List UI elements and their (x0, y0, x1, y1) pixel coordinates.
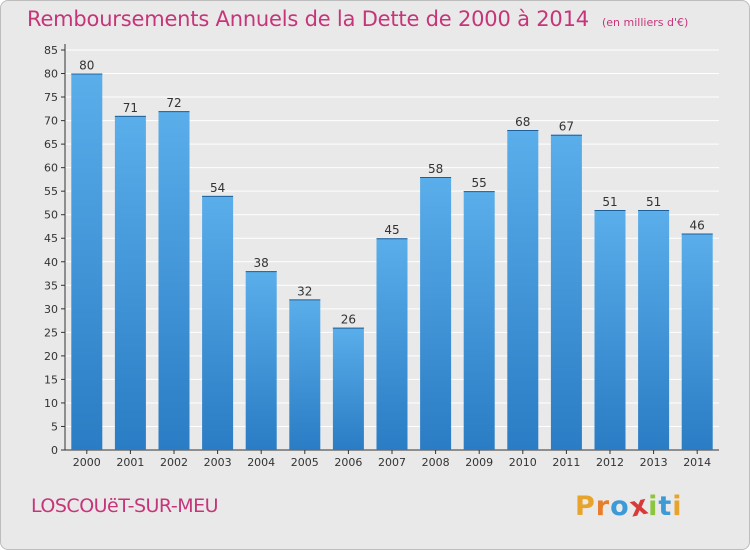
chart-title: Remboursements Annuels de la Dette de 20… (27, 7, 589, 31)
data-label: 54 (210, 181, 225, 195)
proxiti-logo: Proxiti (575, 489, 683, 523)
x-tick-label: 2012 (596, 456, 624, 469)
logo-letter: r (595, 491, 611, 522)
bar-2012 (594, 210, 626, 450)
data-label: 45 (384, 223, 399, 237)
data-label: 55 (472, 176, 487, 190)
data-label: 51 (646, 195, 661, 209)
bar-2006 (332, 327, 364, 450)
x-tick-label: 2005 (291, 456, 319, 469)
y-tick-label: 40 (44, 256, 58, 269)
title-block: Remboursements Annuels de la Dette de 20… (27, 7, 688, 31)
commune-name: LOSCOUëT-SUR-MEU (31, 495, 219, 517)
bar-2003 (202, 195, 234, 450)
data-label: 58 (428, 162, 443, 176)
logo-letter: P (575, 491, 596, 522)
bar-2010 (507, 130, 539, 450)
x-tick-label: 2008 (422, 456, 450, 469)
y-tick-label: 80 (44, 68, 58, 81)
x-tick-label: 2004 (247, 456, 275, 469)
logo-letter: i (672, 491, 683, 522)
logo-letter: t (658, 491, 673, 522)
logo-letter: o (610, 491, 630, 522)
bar-2007 (376, 238, 408, 450)
x-tick-label: 2006 (334, 456, 362, 469)
data-label: 26 (341, 313, 356, 327)
bar-2009 (463, 191, 495, 451)
y-tick-label: 55 (44, 185, 58, 198)
y-tick-label: 85 (44, 44, 58, 57)
y-tick-label: 60 (44, 162, 58, 175)
x-tick-label: 2013 (640, 456, 668, 469)
x-tick-label: 2002 (160, 456, 188, 469)
x-tick-label: 2003 (204, 456, 232, 469)
bar-2002 (158, 111, 190, 451)
data-label: 38 (254, 256, 269, 270)
x-tick-label: 2011 (552, 456, 580, 469)
y-tick-label: 50 (44, 209, 58, 222)
bars (71, 73, 713, 451)
y-tick-label: 45 (44, 232, 58, 245)
bar-2001 (114, 115, 146, 450)
bar-2005 (289, 299, 321, 450)
y-tick-label: 5 (51, 420, 58, 433)
y-tick-label: 15 (44, 373, 58, 386)
data-label: 32 (297, 284, 312, 298)
bar-2004 (245, 271, 277, 450)
data-label: 71 (123, 101, 138, 115)
y-tick-label: 10 (44, 397, 58, 410)
data-label: 68 (515, 115, 530, 129)
x-tick-label: 2014 (683, 456, 711, 469)
data-label: 72 (166, 96, 181, 110)
x-tick-label: 2009 (465, 456, 493, 469)
y-tick-label: 65 (44, 138, 58, 151)
y-tick-label: 20 (44, 350, 58, 363)
x-tick-label: 2010 (509, 456, 537, 469)
y-tick-label: 25 (44, 326, 58, 339)
y-tick-label: 30 (44, 303, 58, 316)
bar-2014 (681, 233, 713, 450)
bar-2011 (550, 134, 582, 451)
labels: 80 71 72 54 38 32 26 45 58 55 68 67 51 51 46 (79, 59, 705, 327)
bar-2008 (420, 177, 452, 450)
data-label: 51 (602, 195, 617, 209)
x-tick-label: 2001 (116, 456, 144, 469)
x-tick-label: 2007 (378, 456, 406, 469)
bar-2013 (638, 210, 670, 450)
y-tick-label: 0 (51, 444, 58, 457)
y-tick-label: 35 (44, 279, 58, 292)
logo-letter: i (648, 491, 659, 522)
data-label: 80 (79, 59, 94, 73)
chart-unit: (en milliers d'€) (602, 16, 689, 29)
x-tick-label: 2000 (73, 456, 101, 469)
bar-2000 (71, 73, 103, 450)
y-tick-label: 75 (44, 91, 58, 104)
y-tick-label: 70 (44, 115, 58, 128)
data-label: 46 (690, 219, 705, 233)
data-label: 67 (559, 120, 574, 134)
